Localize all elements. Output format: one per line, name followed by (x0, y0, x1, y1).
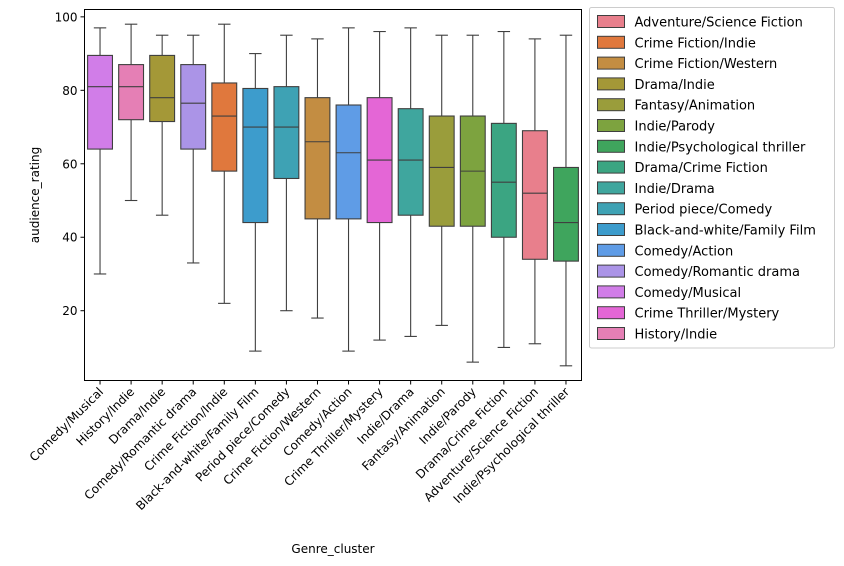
legend-frame (589, 7, 835, 349)
legend-swatch (597, 139, 625, 153)
x-axis-label: Genre_cluster (291, 542, 374, 556)
box-body (211, 82, 238, 172)
legend-swatch (597, 15, 625, 28)
legend-swatch (597, 77, 625, 91)
legend-item: Comedy/Musical (597, 285, 742, 301)
x-axis: Comedy/MusicalHistory/IndieDrama/IndieCo… (27, 380, 572, 513)
legend-swatch (597, 264, 625, 278)
legend-swatch (597, 223, 625, 236)
legend-label: Fantasy/Animation (635, 99, 756, 114)
box-2 (149, 34, 176, 216)
legend-swatch (597, 35, 625, 49)
legend-item: Drama/Crime Fiction (597, 160, 768, 176)
plot-frame (84, 9, 582, 381)
box-3 (180, 34, 207, 264)
box-body (428, 115, 455, 227)
legend-label: Indie/Drama (635, 182, 715, 197)
box-12 (459, 34, 486, 363)
box-body (552, 166, 579, 262)
box-body (335, 104, 362, 220)
y-tick-label: 100 (55, 10, 78, 24)
box-body (242, 87, 269, 224)
legend-label: Drama/Crime Fiction (635, 161, 768, 176)
legend-label: Crime Fiction/Western (635, 57, 778, 72)
legend-item: Drama/Indie (597, 77, 715, 93)
box-1 (118, 23, 145, 202)
box-15 (552, 34, 579, 367)
legend-swatch (597, 285, 625, 299)
box-11 (428, 34, 455, 326)
legend-item: Fantasy/Animation (597, 98, 756, 114)
box-6 (273, 34, 300, 312)
legend: Adventure/Science Fiction Crime Fiction/I… (589, 7, 835, 349)
legend-item: Adventure/Science Fiction (597, 15, 803, 31)
legend-swatch (597, 243, 625, 257)
legend-item: Comedy/Action (597, 243, 734, 259)
box-14 (521, 38, 548, 345)
legend-swatch (597, 327, 625, 340)
legend-label: History/Indie (635, 328, 718, 343)
legend-item: History/Indie (597, 327, 718, 343)
legend-item: Period piece/Comedy (597, 202, 773, 218)
box-0 (87, 27, 114, 275)
y-tick-label: 40 (62, 231, 77, 245)
legend-swatch (597, 56, 625, 70)
legend-label: Period piece/Comedy (635, 203, 773, 218)
legend-item: Crime Fiction/Indie (597, 35, 756, 51)
legend-item: Indie/Psychological thriller (597, 139, 807, 155)
box-7 (304, 38, 331, 319)
box-body (118, 64, 145, 121)
box-5 (242, 53, 269, 352)
legend-label: Comedy/Action (635, 244, 734, 259)
legend-swatch (597, 202, 625, 216)
box-9 (366, 30, 393, 341)
boxes-layer (87, 23, 579, 367)
legend-item: Indie/Drama (597, 181, 715, 197)
y-tick-label: 20 (62, 304, 77, 318)
box-4 (211, 23, 238, 304)
legend-swatch (597, 98, 625, 112)
y-axis: 20 40 60 80 100 (55, 10, 85, 318)
box-10 (397, 27, 424, 337)
box-body (149, 54, 176, 123)
legend-label: Drama/Indie (635, 78, 715, 93)
legend-label: Adventure/Science Fiction (635, 16, 803, 31)
box-13 (490, 30, 517, 348)
legend-label: Crime Thriller/Mystery (635, 307, 780, 322)
box-8 (335, 27, 362, 352)
y-tick-label: 80 (62, 84, 77, 98)
legend-swatch (597, 160, 625, 174)
legend-item: Crime Thriller/Mystery (597, 306, 780, 322)
legend-item: Indie/Parody (597, 119, 716, 135)
box-body (180, 64, 207, 150)
legend-label: Indie/Parody (635, 120, 716, 135)
legend-label: Black-and-white/Family Film (635, 224, 816, 239)
legend-swatch (597, 119, 625, 132)
legend-item: Comedy/Romantic drama (597, 264, 800, 280)
legend-label: Crime Fiction/Indie (635, 36, 756, 51)
legend-swatch (597, 181, 625, 195)
legend-label: Comedy/Musical (635, 286, 742, 301)
box-body (87, 54, 114, 150)
box-body (521, 130, 548, 260)
legend-item: Black-and-white/Family Film (597, 223, 816, 239)
legend-label: Indie/Psychological thriller (635, 140, 807, 155)
box-body (490, 122, 517, 238)
y-axis-label: audience_rating (28, 147, 42, 243)
box-body (397, 108, 424, 216)
box-body (273, 86, 300, 180)
legend-label: Comedy/Romantic drama (635, 265, 800, 280)
legend-item: Crime Fiction/Western (597, 56, 778, 72)
box-body (304, 97, 331, 220)
legend-swatch (597, 306, 625, 320)
y-tick-label: 60 (62, 157, 77, 171)
